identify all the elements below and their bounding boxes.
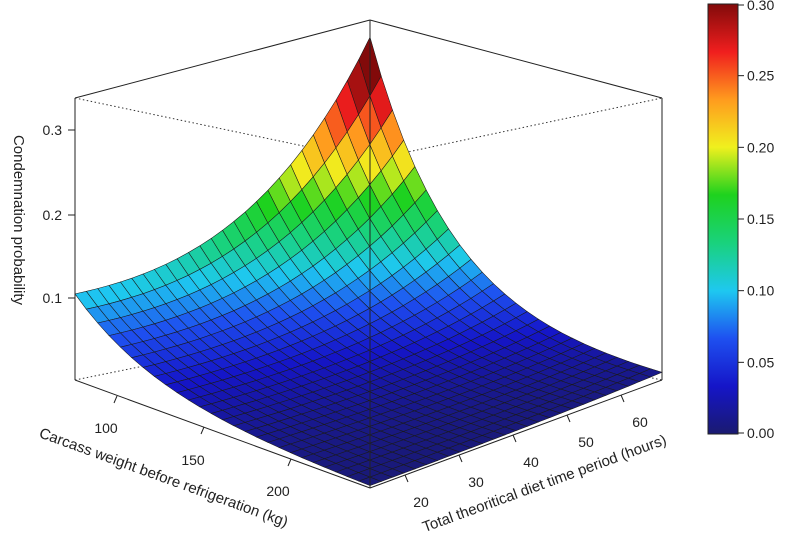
z-tick-label: 0.3 <box>43 122 63 138</box>
y-tick <box>566 414 571 423</box>
y-tick <box>404 474 409 483</box>
box-edge-bottom-front-right <box>369 379 663 489</box>
x-axis-title: Carcass weight before refrigeration (kg) <box>37 425 290 531</box>
box-edge-top-front-left <box>74 19 371 99</box>
y-tick-label: 30 <box>468 474 484 490</box>
y-tick-label: 40 <box>523 454 539 470</box>
x-tick <box>287 458 292 467</box>
y-tick-label: 20 <box>413 494 429 510</box>
z-axis-title: Condemnation probability <box>10 135 27 306</box>
z-axis <box>68 129 75 299</box>
y-tick-label: 60 <box>632 414 648 430</box>
box-front-edges <box>74 19 663 489</box>
colorbar-ticks: 0.00 0.05 0.10 0.15 0.20 0.25 0.30 <box>738 0 774 441</box>
z-tick-label: 0.1 <box>43 290 63 306</box>
colorbar-tick-label: 0.25 <box>747 68 774 84</box>
box-edge-bottom-front-left <box>74 379 371 489</box>
y-axis <box>404 394 625 483</box>
x-tick-label: 150 <box>181 452 205 468</box>
surface-mesh <box>74 36 663 486</box>
x-tick-label: 200 <box>266 483 290 499</box>
x-tick-label: 100 <box>94 420 118 436</box>
y-tick <box>620 394 625 403</box>
x-axis <box>113 395 292 467</box>
z-tick-label: 0.2 <box>43 207 63 223</box>
x-tick <box>200 426 205 435</box>
colorbar-tick-label: 0.10 <box>747 283 774 299</box>
y-tick <box>512 434 517 443</box>
colorbar-tick-label: 0.20 <box>747 139 774 155</box>
y-tick <box>458 454 463 463</box>
box-edge-top-front-right <box>369 19 663 99</box>
colorbar-tick-label: 0.00 <box>747 425 774 441</box>
colorbar-tick-label: 0.15 <box>747 211 774 227</box>
colorbar <box>707 3 739 435</box>
x-tick <box>113 395 118 404</box>
colorbar-tick-label: 0.30 <box>747 0 774 13</box>
colorbar-tick-label: 0.05 <box>747 354 774 370</box>
y-tick-label: 50 <box>578 434 594 450</box>
box-edge-top-back-right <box>369 97 663 161</box>
